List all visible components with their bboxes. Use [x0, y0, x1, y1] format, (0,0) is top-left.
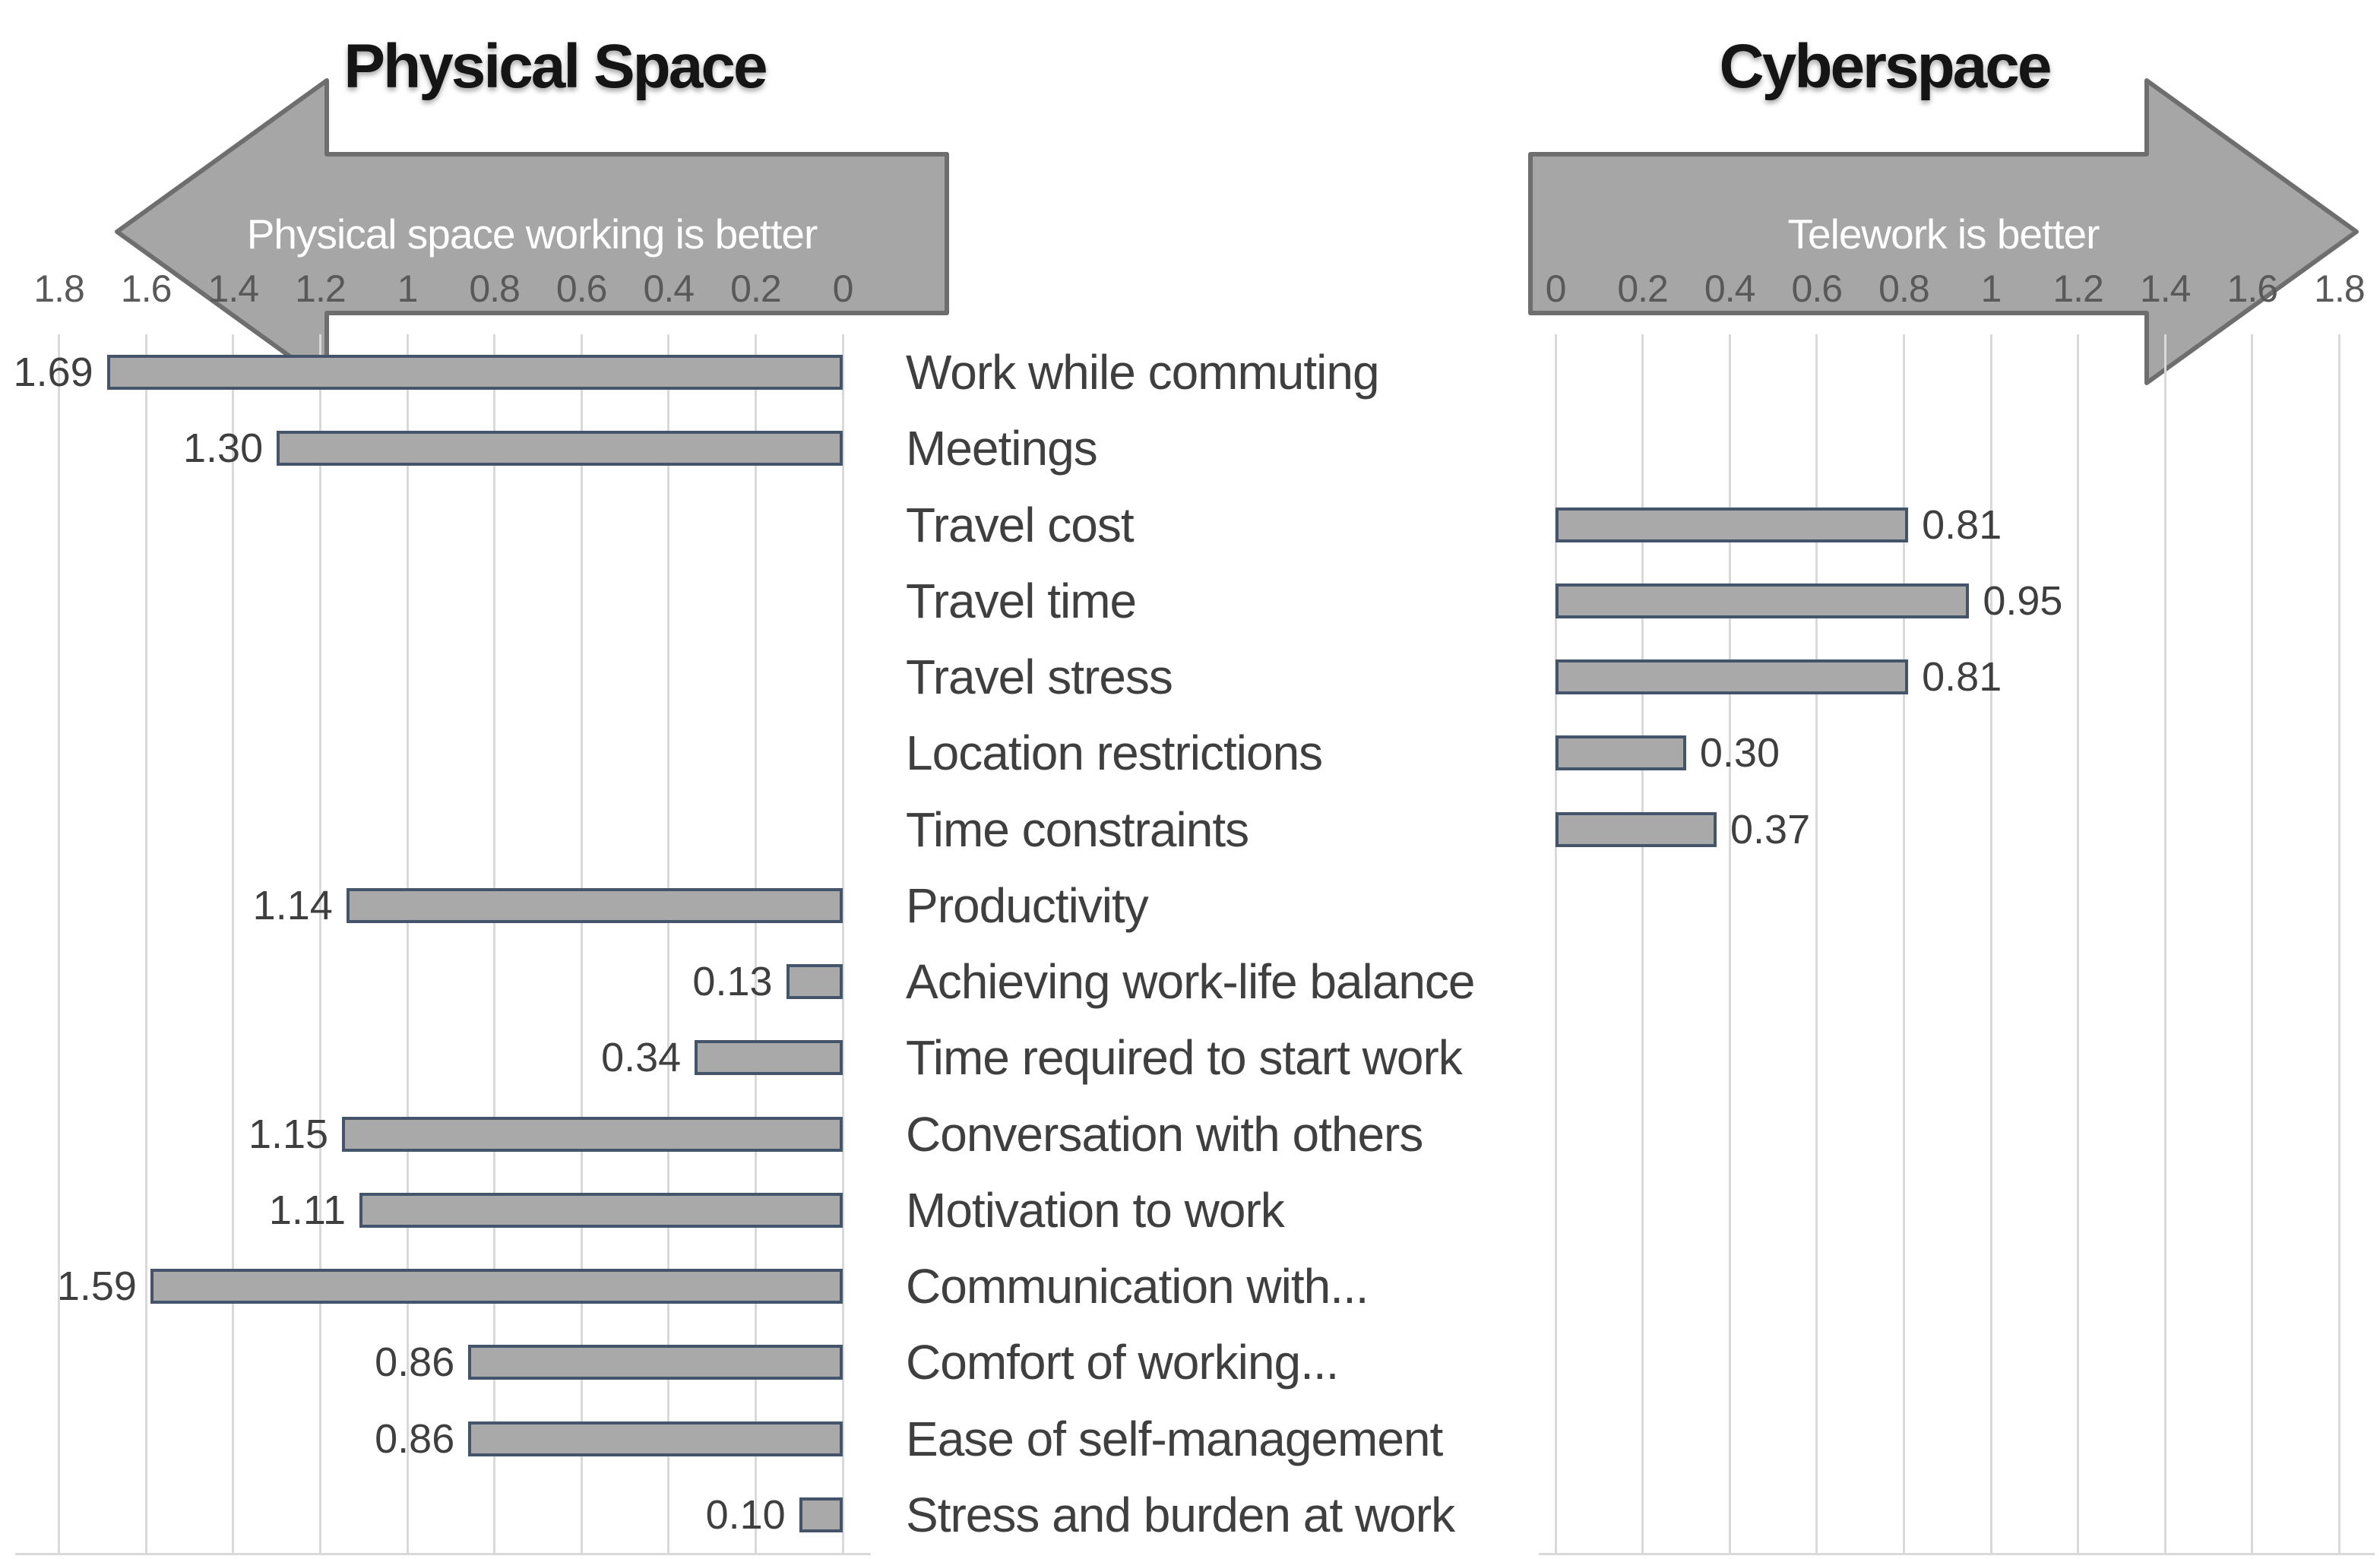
bar-value-label: 1.30 — [183, 425, 264, 472]
bar-value-label: 0.30 — [1699, 730, 1780, 776]
category-labels-column: Work while commuting Meetings Travel cost T… — [871, 334, 1539, 1553]
axis-tick-label: 0 — [832, 267, 854, 310]
gridline — [493, 334, 496, 1553]
gridline — [232, 334, 235, 1553]
gridline — [1554, 334, 1557, 1553]
bar-value-label: 0.34 — [601, 1035, 682, 1081]
gridline — [580, 334, 583, 1553]
bar-value-label: 1.59 — [56, 1263, 137, 1309]
category-label: Travel stress — [906, 650, 1173, 705]
bar — [468, 1345, 843, 1380]
left-axis-ticks: 1.8 1.6 1.4 1.2 1 0.8 0.6 0.4 0.2 0 — [15, 257, 871, 321]
axis-tick-label: 1.6 — [2227, 267, 2279, 310]
axis-tick-label: 1.2 — [295, 267, 347, 310]
bar-value-label: 1.15 — [248, 1111, 329, 1157]
bar — [1556, 735, 1686, 771]
category-label: Achieving work-life balance — [906, 954, 1476, 1010]
gridline — [2337, 334, 2340, 1553]
bar-value-label: 0.13 — [692, 959, 773, 1004]
gridline — [2077, 334, 2080, 1553]
telework-arrow-label: Telework is better — [1787, 210, 2100, 258]
category-label: Time required to start work — [906, 1030, 1463, 1086]
gridline — [406, 334, 409, 1553]
axis-tick-label: 0.4 — [643, 267, 695, 310]
category-label: Time constraints — [906, 802, 1249, 857]
category-label: Productivity — [906, 878, 1149, 933]
axis-tick-label: 0.6 — [555, 267, 608, 310]
axis-tick-label: 1 — [397, 267, 419, 310]
bar-value-label: 0.10 — [705, 1491, 786, 1538]
axis-tick-label: 1.4 — [2139, 267, 2192, 310]
gridline — [1728, 334, 1731, 1553]
bar — [1556, 659, 1909, 694]
axis-tick-label: 1.8 — [33, 267, 85, 310]
gridline — [2163, 334, 2166, 1553]
axis-tick-label: 0.8 — [469, 267, 521, 310]
gridline — [841, 334, 844, 1553]
right-arrow-icon — [1528, 78, 2359, 385]
gridline — [1641, 334, 1644, 1553]
category-label: Work while commuting — [906, 345, 1380, 400]
axis-tick-label: 1.4 — [207, 267, 260, 310]
bar — [468, 1421, 843, 1456]
axis-tick-label: 0.8 — [1878, 267, 1930, 310]
physical-plot-area: 1.69 1.30 1.14 0.13 0.34 1.15 1.11 1.59 0.86 0.86… — [13, 334, 871, 1555]
gridline — [144, 334, 147, 1553]
bar-value-label: 0.86 — [375, 1339, 455, 1386]
bar — [1556, 507, 1909, 542]
category-label: Conversation with others — [906, 1106, 1423, 1162]
axis-tick-label: 0.6 — [1791, 267, 1844, 310]
category-label: Communication with... — [906, 1259, 1369, 1314]
bar — [1556, 583, 1970, 618]
gridline — [754, 334, 757, 1553]
bar-value-label: 0.37 — [1730, 806, 1811, 852]
axis-tick-label: 0.2 — [730, 267, 782, 310]
category-label: Comfort of working... — [906, 1335, 1339, 1390]
bar-value-label: 0.95 — [1983, 577, 2063, 624]
bar — [346, 887, 843, 923]
gridline — [58, 334, 61, 1553]
bar — [359, 1192, 843, 1228]
axis-tick-label: 0 — [1545, 267, 1567, 310]
physical-arrow-label: Physical space working is better — [246, 210, 818, 258]
category-label: Stress and burden at work — [906, 1487, 1455, 1542]
category-label: Travel cost — [906, 497, 1135, 552]
bar-value-label: 1.11 — [268, 1187, 346, 1233]
gridline — [1989, 334, 1992, 1553]
category-label: Motivation to work — [906, 1182, 1285, 1238]
bar — [786, 964, 843, 999]
axis-tick-label: 1.2 — [2052, 267, 2104, 310]
bar — [799, 1497, 843, 1532]
bar — [342, 1116, 843, 1152]
gridline — [318, 334, 321, 1553]
axis-tick-label: 1 — [1980, 267, 2002, 310]
gridline — [667, 334, 670, 1553]
bar-value-label: 0.81 — [1922, 501, 2002, 548]
gridline — [1815, 334, 1818, 1553]
axis-tick-label: 1.8 — [2314, 267, 2366, 310]
gridline — [1902, 334, 1905, 1553]
bar-value-label: 1.14 — [252, 882, 333, 928]
cyberspace-title: Cyberspace — [1719, 32, 2052, 101]
category-label: Location restrictions — [906, 726, 1323, 781]
bar — [150, 1269, 843, 1304]
bar — [277, 431, 843, 466]
physical-space-title: Physical Space — [343, 32, 767, 101]
bar-value-label: 0.86 — [375, 1415, 455, 1462]
category-label: Ease of self-management — [906, 1411, 1443, 1466]
axis-tick-label: 0.4 — [1704, 267, 1756, 310]
category-label: Travel time — [906, 573, 1137, 628]
bar — [695, 1040, 843, 1076]
bar — [1556, 811, 1717, 847]
gridline — [2251, 334, 2254, 1553]
bar-value-label: 0.81 — [1922, 654, 2002, 700]
bar — [106, 355, 843, 390]
bar-value-label: 1.69 — [13, 349, 93, 395]
category-label: Meetings — [906, 421, 1098, 476]
axis-tick-label: 1.6 — [120, 267, 172, 310]
right-axis-ticks: 0 0.2 0.4 0.6 0.8 1 1.2 1.4 1.6 1.8 — [1539, 257, 2375, 321]
cyberspace-plot-area: 0.81 0.95 0.81 0.30 0.37 — [1539, 334, 2375, 1555]
axis-tick-label: 0.2 — [1617, 267, 1669, 310]
